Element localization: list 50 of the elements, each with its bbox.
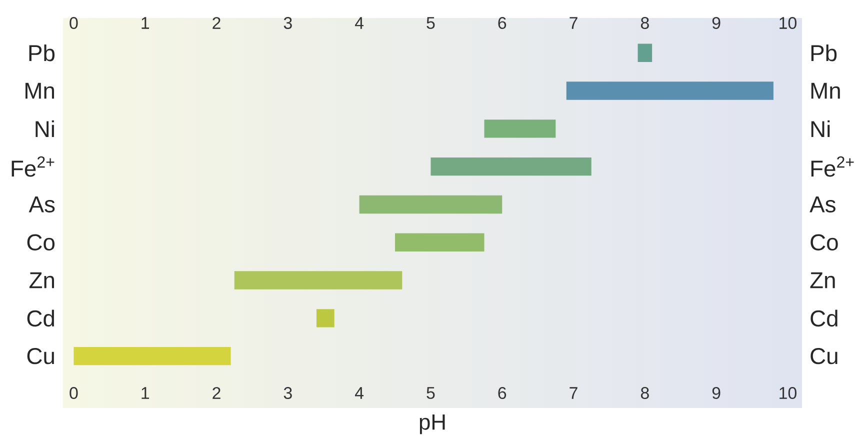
y-tick-label: Pb xyxy=(811,44,837,62)
x2-tick-label: 2 xyxy=(212,387,220,399)
y-tick-label: Co xyxy=(810,234,838,250)
y-tick-label: Mn xyxy=(811,82,840,99)
category-label: Ni xyxy=(36,120,54,137)
x2-tick-label: 1 xyxy=(142,387,149,399)
x2-tick-label: 6 xyxy=(498,387,506,400)
x-tick-label: 0 xyxy=(70,17,78,29)
bar xyxy=(359,195,502,214)
category-label: Co xyxy=(27,234,55,250)
x-tick-label: 8 xyxy=(640,17,649,29)
bar xyxy=(638,44,652,62)
category-label: As xyxy=(28,196,55,212)
x-tick-label: 1 xyxy=(142,17,149,29)
y-tick-label: As xyxy=(810,196,836,212)
x-tick-label: 2 xyxy=(212,17,220,29)
x2-tick-label: 7 xyxy=(570,387,578,399)
category-label: Cu xyxy=(27,348,54,364)
x2-tick-label: 0 xyxy=(70,387,78,400)
y-tick-label: Cd xyxy=(810,310,838,327)
bar xyxy=(316,309,334,328)
bar xyxy=(395,233,484,252)
category-label: Fe$^{2+}$ xyxy=(12,156,54,177)
x-tick-label: 4 xyxy=(355,17,364,29)
category-label: Pb xyxy=(29,44,55,62)
bar xyxy=(430,157,592,176)
y-tick-label: Cu xyxy=(810,348,838,364)
category-label: Mn xyxy=(26,82,54,99)
x2-tick-label: 5 xyxy=(426,387,435,399)
bar xyxy=(234,271,402,290)
x2-tick-label: 4 xyxy=(355,387,364,399)
x2-tick-label: 3 xyxy=(284,387,292,400)
x2-tick-label: 9 xyxy=(712,387,720,400)
x-axis-title: pH xyxy=(420,414,445,434)
y-tick-label: Zn xyxy=(810,272,835,288)
x-tick-label: 10 xyxy=(780,17,796,29)
x2-tick-label: 10 xyxy=(780,387,796,400)
y-tick-label: Fe$^{2+}$ xyxy=(811,156,854,177)
bar xyxy=(74,346,231,366)
x-tick-label: 3 xyxy=(284,17,292,29)
category-label: Cd xyxy=(27,310,54,327)
x-tick-label: 7 xyxy=(570,17,578,29)
bar xyxy=(566,82,774,100)
y-tick-label: Ni xyxy=(811,120,830,137)
x-tick-label: 5 xyxy=(426,17,435,29)
x-tick-label: 6 xyxy=(498,17,506,29)
x2-tick-label: 8 xyxy=(640,387,649,400)
category-label: Zn xyxy=(29,272,54,288)
bar xyxy=(484,120,556,138)
x-tick-label: 9 xyxy=(712,17,720,29)
